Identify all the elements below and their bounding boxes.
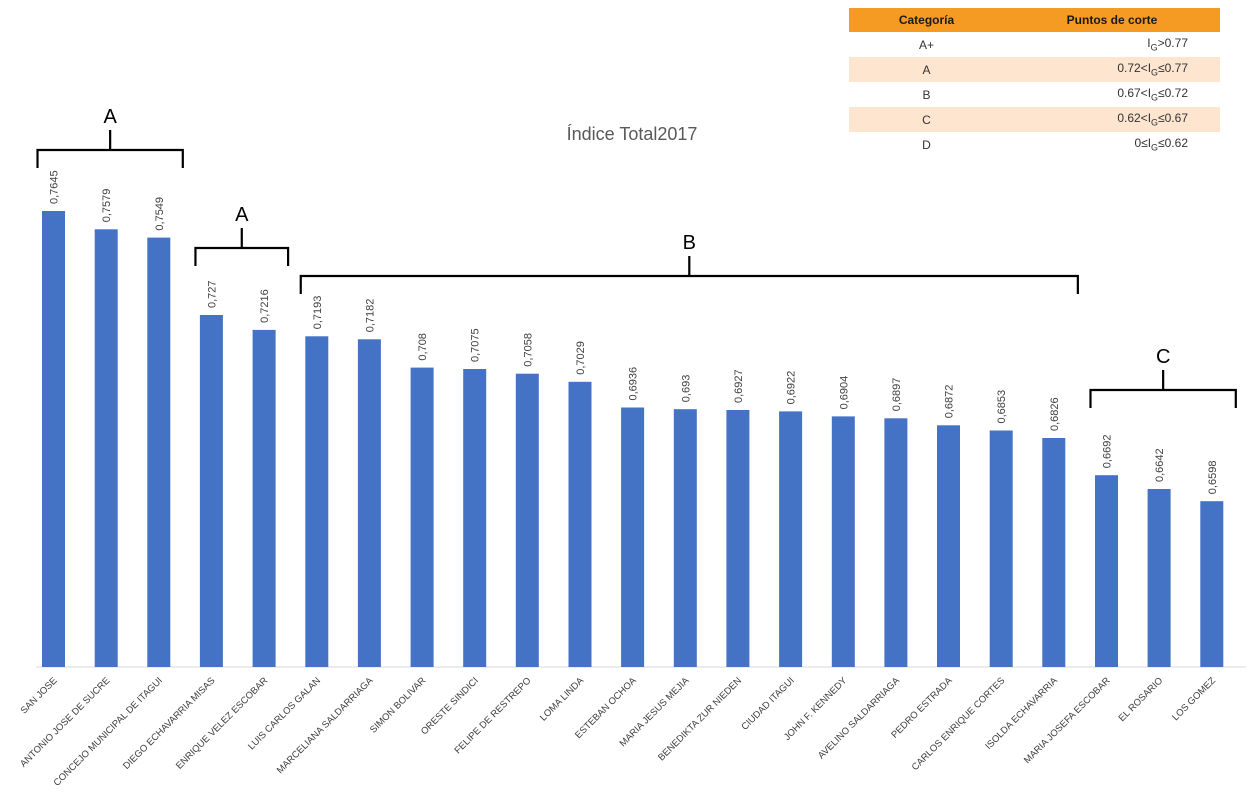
bar <box>1200 501 1224 667</box>
bar <box>94 229 118 668</box>
bar <box>463 369 487 667</box>
category-label: SIMON BOLIVAR <box>368 675 428 735</box>
bar <box>884 418 908 667</box>
value-label: 0,7645 <box>49 170 61 204</box>
bar <box>42 211 65 667</box>
cutoff-cell: IG>0.77 <box>1147 36 1188 53</box>
category-cell: D <box>922 137 931 152</box>
value-label: 0,7216 <box>259 289 271 323</box>
bar <box>515 373 539 667</box>
group-bracket <box>36 130 184 168</box>
value-label: 0,6897 <box>891 378 903 412</box>
bar <box>1147 489 1171 667</box>
group-label: B <box>683 232 696 254</box>
table-header-category: Categoría <box>849 8 1005 32</box>
category-cell: A+ <box>919 37 935 52</box>
group-bracket <box>299 256 1079 294</box>
bar <box>568 381 592 667</box>
cutoff-cell: 0.62<IG≤0.67 <box>1004 107 1220 132</box>
bar <box>1042 438 1066 667</box>
bar <box>779 411 803 667</box>
group-label: A <box>235 204 249 226</box>
bar <box>831 416 855 667</box>
cutoff-cell: 0≤IG≤0.62 <box>1134 136 1188 153</box>
value-label: 0,7075 <box>470 328 482 362</box>
category-label: MARCELIANA SALDARRIAGA <box>275 675 376 776</box>
category-label: CONCEJO MUNICIPAL DE ITAGUI <box>52 675 165 788</box>
bar <box>305 336 329 667</box>
category-label: EL ROSARIO <box>1117 675 1166 724</box>
table-row: C 0.62<IG≤0.67 <box>849 107 1220 132</box>
cutoff-cell: 0.67<IG≤0.72 <box>1117 86 1188 103</box>
table-header-cutoff: Puntos de corte <box>1004 8 1220 32</box>
group-label: A <box>104 106 118 128</box>
category-label: CIUDAD ITAGUI <box>739 675 796 732</box>
table-row: D 0≤IG≤0.62 <box>849 132 1220 157</box>
table-row: A+ IG>0.77 <box>849 32 1220 57</box>
bar <box>199 315 223 667</box>
value-label: 0,6904 <box>838 376 850 410</box>
category-label: LOS GOMEZ <box>1170 675 1218 723</box>
value-label: 0,708 <box>417 333 429 361</box>
bar <box>989 430 1013 667</box>
category-cell: C <box>849 107 1005 132</box>
group-label: C <box>1156 346 1170 368</box>
value-label: 0,6872 <box>944 385 956 419</box>
category-label: ORESTE SINDICI <box>419 675 481 737</box>
table-row: B 0.67<IG≤0.72 <box>849 82 1220 107</box>
cutoff-cell: 0.72<IG≤0.77 <box>1004 57 1220 82</box>
bar <box>621 407 645 667</box>
value-label: 0,7193 <box>312 296 324 330</box>
value-label: 0,6598 <box>1207 461 1219 495</box>
category-label: LOMA LINDA <box>538 675 587 724</box>
value-label: 0,727 <box>206 280 218 308</box>
bar <box>937 425 960 667</box>
category-cell: B <box>922 87 931 102</box>
value-label: 0,6692 <box>1102 435 1114 469</box>
bar <box>726 410 750 667</box>
category-cell: A <box>849 57 1005 82</box>
value-label: 0,6927 <box>733 369 745 403</box>
value-label: 0,7549 <box>154 197 166 231</box>
bar <box>1095 475 1118 667</box>
bar <box>673 409 697 667</box>
bar <box>252 329 276 667</box>
value-label: 0,7029 <box>575 341 587 375</box>
value-label: 0,6826 <box>1049 397 1061 431</box>
category-cutoff-table: Categoría Puntos de corte A+ IG>0.77 A 0.72… <box>849 8 1220 157</box>
bar <box>410 367 434 667</box>
value-label: 0,6922 <box>786 371 798 405</box>
bar <box>147 237 171 667</box>
group-bracket <box>1089 370 1237 408</box>
value-label: 0,7058 <box>522 333 534 367</box>
category-label: SAN JOSE <box>19 675 60 716</box>
table-header-row: Categoría Puntos de corte <box>849 8 1220 32</box>
value-label: 0,6853 <box>996 390 1008 424</box>
category-label: ANTONIO JOSE DE SUCRE <box>18 675 112 769</box>
bar <box>357 339 381 667</box>
group-bracket <box>194 228 290 266</box>
category-label: DIEGO ECHAVARRIA MISAS <box>121 675 217 771</box>
value-label: 0,7182 <box>364 299 376 333</box>
value-label: 0,693 <box>680 375 692 403</box>
value-label: 0,6642 <box>1154 448 1166 482</box>
category-label: CARLOS ENRIQUE CORTES <box>910 675 1008 773</box>
category-label: MARIA JOSEFA ESCOBAR <box>1022 675 1113 766</box>
chart-title: Índice Total2017 <box>567 124 698 144</box>
value-label: 0,7579 <box>101 189 113 223</box>
category-label: ENRIQUE VELEZ ESCOBAR <box>174 675 270 771</box>
table-row: A 0.72<IG≤0.77 <box>849 57 1220 82</box>
value-label: 0,6936 <box>628 367 640 401</box>
